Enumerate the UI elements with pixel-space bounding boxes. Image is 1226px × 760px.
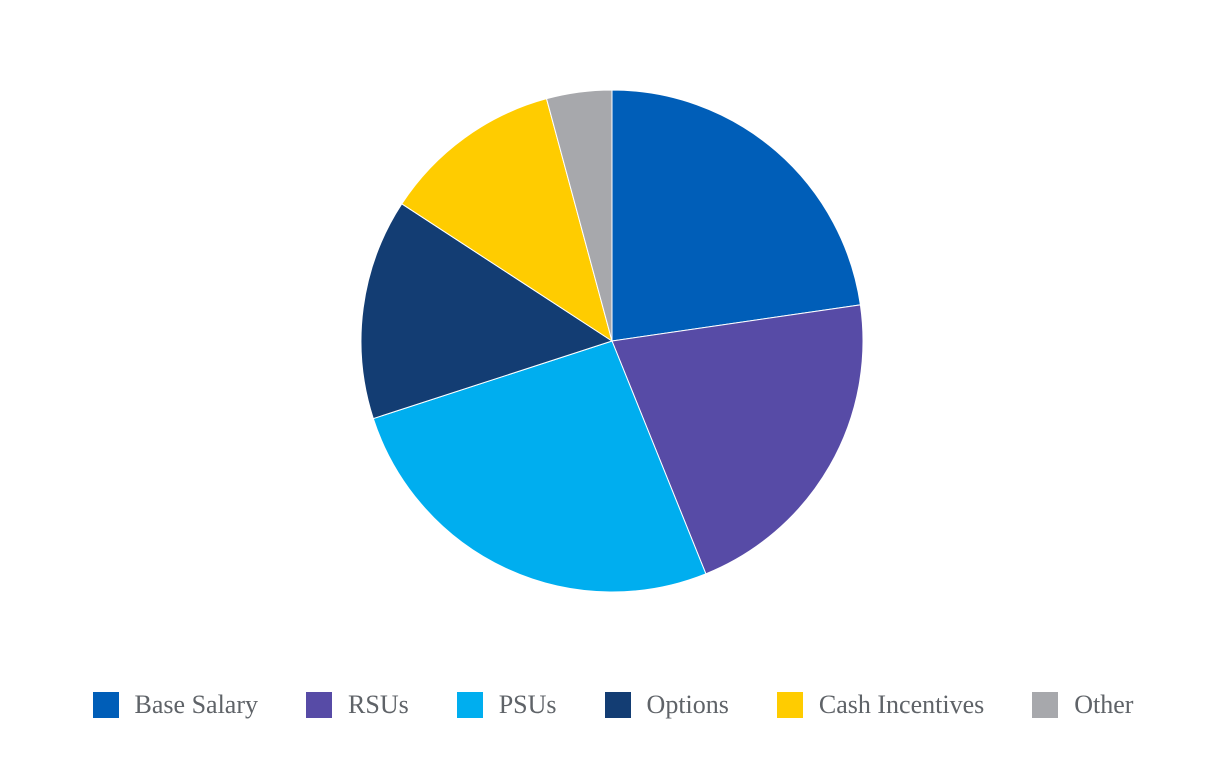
legend-swatch <box>1032 692 1059 718</box>
legend-label: Base Salary <box>134 690 259 719</box>
legend-label: Other <box>1074 690 1134 719</box>
legend-swatch <box>776 692 803 718</box>
legend-swatch <box>306 692 333 718</box>
legend-item-psus: PSUs <box>456 690 557 720</box>
legend-label: Cash Incentives <box>818 690 985 719</box>
legend-label: RSUs <box>348 690 409 719</box>
legend: Base Salary RSUs PSUs Options Cash Incentive… <box>0 683 1226 727</box>
legend-label: PSUs <box>498 690 557 719</box>
legend-swatch <box>92 692 119 718</box>
pie-slice-options <box>360 203 614 420</box>
legend-label: Options <box>646 690 729 719</box>
legend-item-other: Other <box>1032 690 1133 720</box>
legend-swatch <box>604 692 631 718</box>
pie-slice-psus <box>372 340 707 593</box>
legend-item-rsus: RSUs <box>306 690 409 720</box>
pie-slice-other <box>545 89 613 342</box>
pie-slice-base-salary <box>611 89 861 342</box>
legend-swatch <box>456 692 483 718</box>
legend-item-base-salary: Base Salary <box>92 690 259 720</box>
pie-slice-rsus <box>611 304 864 575</box>
legend-item-options: Options <box>604 690 729 720</box>
legend-item-cash-incentives: Cash Incentives <box>776 690 985 720</box>
pie-slice-cash-incentives <box>401 98 613 343</box>
